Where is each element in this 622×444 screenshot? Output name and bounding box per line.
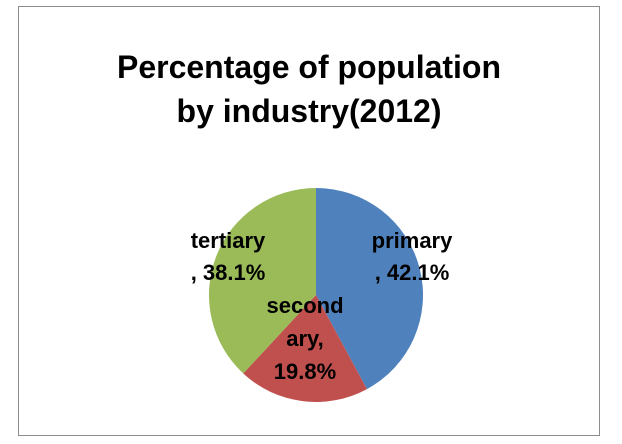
pie-slice-primary [316,188,424,390]
chart-title-line-2: by industry(2012) [176,93,442,129]
pie-slice-secondary [243,295,367,403]
pie-label-secondary-line-1: second [266,293,343,318]
pie-labels: primary , 42.1% second ary, 19.8% tertiary , 3… [191,228,453,384]
pie-label-primary-line-1: primary [372,228,453,253]
pie-label-secondary-line-3: 19.8% [274,359,336,384]
chart-title: Percentage of population by industry(201… [19,45,599,133]
chart-title-line-1: Percentage of population [116,49,502,85]
pie-label-primary: primary , 42.1% [372,228,453,285]
pie-slices [208,188,424,403]
pie-label-tertiary: tertiary , 38.1% [191,228,266,285]
pie-slice-tertiary [208,188,316,374]
pie-label-tertiary-line-1: tertiary [191,228,266,253]
pie-label-secondary-line-2: ary, [286,326,324,351]
pie-label-primary-line-2: , 42.1% [375,260,450,285]
pie-label-tertiary-line-2: , 38.1% [191,260,266,285]
pie-label-secondary: second ary, 19.8% [266,293,343,384]
